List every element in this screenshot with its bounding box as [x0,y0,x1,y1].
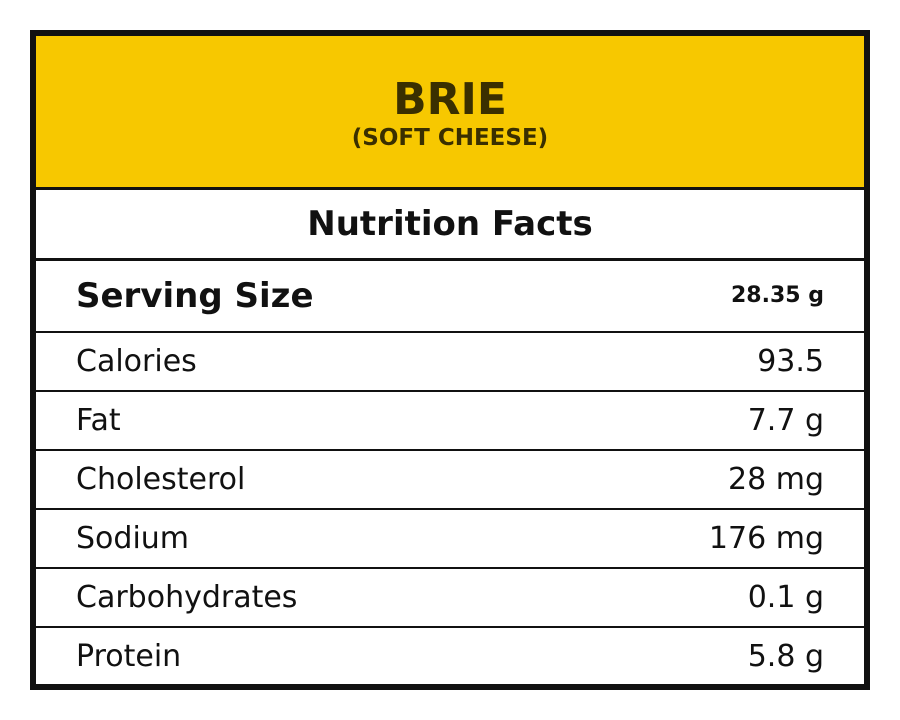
nutrition-card: BRIE (SOFT CHEESE) Nutrition Facts Servi… [30,30,870,690]
nutrient-value: 93.5 [757,344,824,379]
nutrient-row: Fat 7.7 g [36,392,864,451]
nutrient-label: Calories [76,344,197,379]
nutrient-row: Carbohydrates 0.1 g [36,569,864,628]
nutrient-label: Fat [76,403,121,438]
nutrient-label: Carbohydrates [76,580,298,615]
title: BRIE [393,74,507,125]
header: BRIE (SOFT CHEESE) [36,36,864,190]
nutrient-value: 176 mg [708,521,824,556]
nutrient-row: Calories 93.5 [36,333,864,392]
nutrient-value: 5.8 g [747,639,824,674]
table: Serving Size 28.35 g Calories 93.5 Fat 7.7 … [36,261,864,685]
serving-row: Serving Size 28.35 g [36,261,864,333]
nutrient-value: 7.7 g [747,403,824,438]
serving-label: Serving Size [76,276,314,316]
table-title: Nutrition Facts [36,190,864,261]
subtitle: (SOFT CHEESE) [351,125,549,151]
nutrient-value: 0.1 g [747,580,824,615]
serving-value: 28.35 g [731,283,824,308]
nutrient-value: 28 mg [728,462,824,497]
nutrient-row: Cholesterol 28 mg [36,451,864,510]
nutrient-label: Sodium [76,521,190,556]
nutrient-row: Sodium 176 mg [36,510,864,569]
nutrient-row: Protein 5.8 g [36,628,864,685]
nutrient-label: Cholesterol [76,462,246,497]
nutrient-label: Protein [76,639,182,674]
